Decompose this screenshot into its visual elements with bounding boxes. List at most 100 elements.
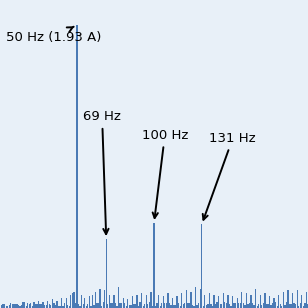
Bar xyxy=(38,301,39,308)
Bar xyxy=(140,302,141,308)
Bar xyxy=(292,293,293,308)
Bar xyxy=(129,305,130,308)
Bar xyxy=(287,290,289,308)
Bar xyxy=(147,304,148,308)
Bar xyxy=(135,304,136,308)
Bar xyxy=(152,306,153,308)
Bar xyxy=(301,295,302,308)
Bar xyxy=(30,303,31,308)
Bar xyxy=(32,306,33,308)
Bar xyxy=(160,306,161,308)
Bar xyxy=(58,306,59,308)
Bar xyxy=(161,303,162,308)
Bar xyxy=(104,290,105,308)
Bar xyxy=(118,287,119,308)
Bar xyxy=(209,293,210,308)
Bar xyxy=(78,304,79,308)
Bar xyxy=(99,289,101,308)
Bar xyxy=(116,306,118,308)
Bar xyxy=(84,298,85,308)
Bar xyxy=(241,292,242,308)
Bar xyxy=(295,303,296,308)
Bar xyxy=(189,303,190,308)
Bar xyxy=(59,306,61,308)
Bar xyxy=(215,304,216,308)
Bar xyxy=(19,306,21,308)
Bar xyxy=(186,290,187,308)
Bar xyxy=(95,292,96,308)
Bar xyxy=(24,302,25,308)
Bar xyxy=(141,293,142,308)
Bar xyxy=(12,304,13,308)
Bar xyxy=(206,305,207,308)
Bar xyxy=(56,301,58,308)
Bar xyxy=(243,303,244,308)
Bar xyxy=(224,302,225,308)
Bar xyxy=(75,303,76,308)
Bar xyxy=(284,305,286,308)
Bar xyxy=(10,303,11,308)
Bar xyxy=(170,305,172,308)
Bar xyxy=(27,303,28,308)
Bar xyxy=(69,306,70,308)
Bar xyxy=(303,306,304,308)
Bar xyxy=(169,302,170,308)
Bar xyxy=(126,306,127,308)
Bar xyxy=(113,295,115,308)
Bar xyxy=(257,306,258,308)
Bar xyxy=(81,295,82,308)
Bar xyxy=(253,305,255,308)
Bar xyxy=(47,301,48,308)
Bar xyxy=(149,302,150,308)
Bar xyxy=(218,296,219,308)
Bar xyxy=(166,303,167,308)
Bar xyxy=(176,296,178,308)
Text: 131 Hz: 131 Hz xyxy=(203,132,256,220)
Bar xyxy=(53,303,55,308)
Bar xyxy=(18,305,19,308)
Bar xyxy=(230,306,232,308)
Bar xyxy=(107,304,108,308)
Bar xyxy=(73,292,75,308)
Bar xyxy=(2,304,4,308)
Bar xyxy=(261,305,262,308)
Bar xyxy=(178,303,179,308)
Bar xyxy=(121,303,122,308)
Bar xyxy=(146,295,147,308)
Bar xyxy=(87,304,88,308)
Bar xyxy=(266,304,267,308)
Bar xyxy=(90,306,91,308)
Bar xyxy=(46,305,47,308)
Bar xyxy=(277,306,278,308)
Bar xyxy=(7,306,8,308)
Bar xyxy=(89,296,90,308)
Bar xyxy=(193,306,195,308)
Bar xyxy=(29,304,30,308)
Bar xyxy=(35,304,36,308)
Bar xyxy=(183,304,184,308)
Bar xyxy=(181,293,182,308)
Bar xyxy=(180,306,181,308)
Bar xyxy=(297,290,298,308)
Bar xyxy=(267,304,269,308)
Bar xyxy=(289,304,290,308)
Bar xyxy=(98,303,99,308)
Bar xyxy=(150,292,152,308)
Bar xyxy=(132,296,133,308)
Bar xyxy=(272,303,273,308)
Bar xyxy=(156,303,158,308)
Bar xyxy=(123,298,124,308)
Bar xyxy=(237,298,238,308)
Bar xyxy=(220,304,221,308)
Bar xyxy=(86,306,87,308)
Bar xyxy=(217,302,218,308)
Bar xyxy=(101,306,102,308)
Bar xyxy=(187,303,188,308)
Bar xyxy=(133,304,135,308)
Bar xyxy=(143,306,144,308)
Bar xyxy=(144,304,145,308)
Bar xyxy=(207,304,209,308)
Bar xyxy=(39,304,41,308)
Bar xyxy=(255,289,256,308)
Bar xyxy=(260,295,261,308)
